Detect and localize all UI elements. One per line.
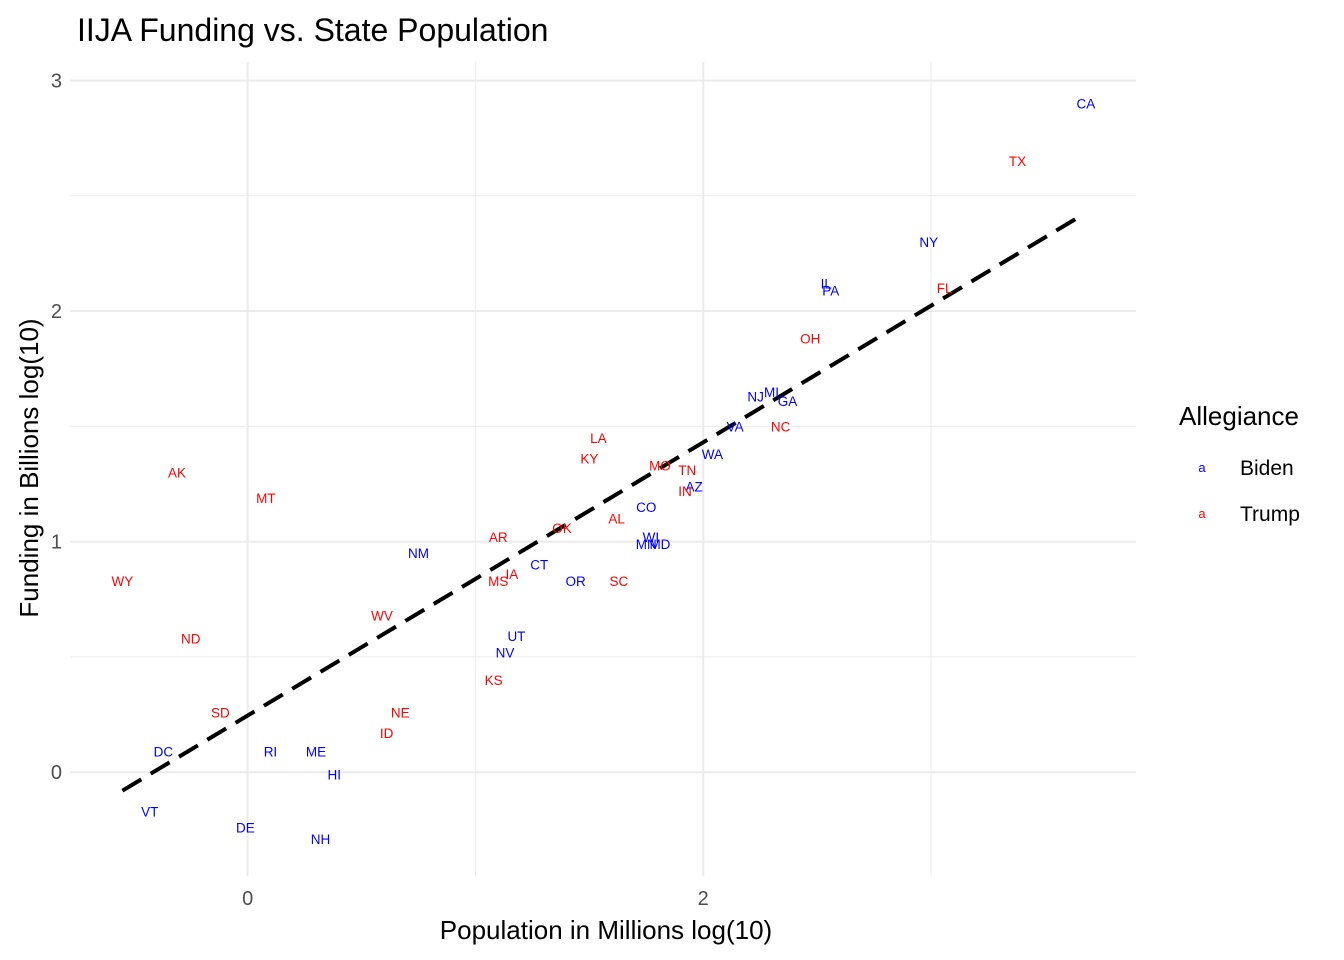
point-label-ia: IA [506, 567, 519, 582]
point-label-co: CO [636, 500, 656, 515]
point-label-mt: MT [256, 491, 276, 506]
point-label-ok: OK [552, 521, 572, 536]
point-label-al: AL [608, 512, 625, 527]
point-label-in: IN [678, 484, 692, 499]
point-label-md: MD [649, 537, 670, 552]
point-label-pa: PA [822, 283, 839, 298]
y-tick-label: 0 [51, 762, 62, 784]
point-label-fl: FL [937, 281, 953, 296]
point-label-oh: OH [800, 332, 820, 347]
legend-key-trump: a [1198, 506, 1206, 521]
point-label-mo: MO [649, 459, 671, 474]
legend-label-biden: Biden [1240, 457, 1294, 480]
point-label-or: OR [566, 574, 587, 589]
point-label-nj: NJ [747, 389, 764, 404]
point-label-ut: UT [507, 629, 525, 644]
point-label-mi: MI [764, 385, 779, 400]
x-axis-title: Population in Millions log(10) [440, 915, 772, 945]
point-label-ne: NE [391, 705, 410, 720]
chart-title: IIJA Funding vs. State Population [77, 12, 548, 48]
point-label-wa: WA [702, 447, 723, 462]
point-label-hi: HI [327, 768, 341, 783]
y-tick-label: 2 [51, 301, 62, 323]
legend-key-biden: a [1198, 460, 1206, 475]
point-label-ks: KS [485, 673, 503, 688]
legend-title: Allegiance [1179, 401, 1299, 431]
point-label-sc: SC [610, 574, 629, 589]
point-label-ak: AK [168, 465, 186, 480]
x-tick-label: 2 [698, 888, 709, 910]
point-label-nh: NH [311, 832, 331, 847]
point-label-ct: CT [530, 558, 548, 573]
point-label-dc: DC [154, 744, 174, 759]
trend-line-layer [121, 212, 1085, 793]
point-label-wv: WV [371, 608, 393, 623]
point-label-vt: VT [141, 804, 158, 819]
point-label-tx: TX [1009, 154, 1026, 169]
y-tick-label: 3 [51, 70, 62, 92]
point-label-wy: WY [112, 574, 134, 589]
point-label-id: ID [380, 726, 394, 741]
point-label-wi: WI [643, 530, 660, 545]
point-label-sd: SD [211, 705, 230, 720]
point-label-me: ME [306, 744, 326, 759]
x-tick-label: 0 [242, 888, 253, 910]
point-label-la: LA [590, 431, 607, 446]
point-label-nc: NC [771, 419, 791, 434]
point-label-il: IL [821, 276, 833, 291]
legend: Allegiance a Biden a Trump [1179, 401, 1300, 526]
point-label-ga: GA [778, 394, 798, 409]
point-label-tn: TN [678, 463, 696, 478]
point-label-ky: KY [580, 452, 598, 467]
y-axis-title: Funding in Billions log(10) [14, 318, 44, 617]
point-label-az: AZ [685, 479, 702, 494]
grid-lines [70, 62, 1136, 876]
legend-label-trump: Trump [1240, 503, 1300, 526]
point-label-ri: RI [264, 744, 278, 759]
point-label-ar: AR [489, 530, 508, 545]
point-label-ms: MS [488, 574, 508, 589]
point-label-nv: NV [496, 645, 515, 660]
point-label-va: VA [727, 419, 744, 434]
point-label-ca: CA [1077, 97, 1096, 112]
point-label-de: DE [236, 821, 255, 836]
axis-ticks: 0 2 0 1 2 3 [51, 70, 709, 910]
y-tick-label: 1 [51, 532, 62, 554]
trend-line [121, 212, 1085, 793]
point-label-nm: NM [408, 546, 429, 561]
point-label-mn: MN [636, 537, 657, 552]
point-label-ny: NY [919, 235, 938, 250]
point-label-nd: ND [181, 631, 201, 646]
